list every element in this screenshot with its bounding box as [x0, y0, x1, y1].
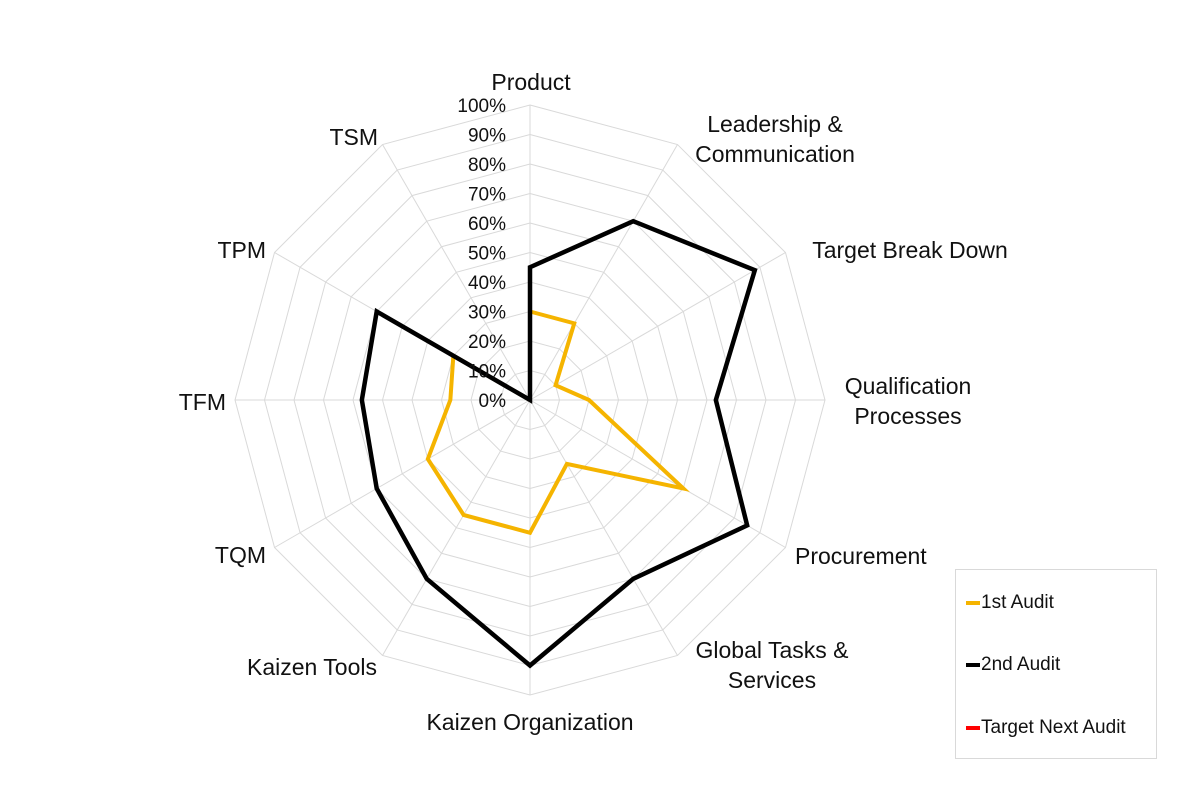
radial-tick-2: 20%: [468, 332, 506, 353]
legend-swatch-2nd-audit: [966, 663, 980, 667]
legend-label-1st-audit: 1st Audit: [981, 592, 1054, 613]
category-label-leadership-and-communication: Leadership & Communication: [695, 111, 855, 167]
grid-spoke-kaizen-tools: [382, 399, 531, 656]
series-line-1st-audit: [425, 308, 690, 536]
radial-tick-6: 60%: [468, 214, 506, 235]
grid-spoke-procurement: [529, 399, 786, 548]
grid-spoke-global-tasks-and-services: [529, 399, 678, 656]
legend-item-1st-audit: 1st Audit: [966, 591, 1054, 615]
legend-swatch-1st-audit: [966, 601, 980, 605]
radial-tick-8: 80%: [468, 155, 506, 176]
radar-grid: [234, 104, 826, 696]
legend-item-2nd-audit: 2nd Audit: [966, 653, 1060, 677]
grid-spoke-leadership-and-communication: [529, 144, 678, 401]
legend-label-2nd-audit: 2nd Audit: [981, 654, 1061, 675]
category-label-procurement: Procurement: [795, 543, 927, 569]
category-label-kaizen-organization: Kaizen Organization: [426, 709, 633, 735]
category-label-tsm: TSM: [329, 124, 378, 150]
category-label-tpm: TPM: [217, 237, 266, 263]
radial-tick-5: 50%: [468, 244, 506, 265]
radial-tick-4: 40%: [468, 273, 506, 294]
radial-tick-0: 0%: [479, 391, 507, 412]
legend-swatch-target-next-audit: [966, 726, 980, 730]
grid-spoke-tqm: [274, 399, 531, 548]
legend-item-target-next-audit: Target Next Audit: [966, 716, 1126, 740]
category-labels: Product Leadership & Communication Target B…: [179, 69, 1008, 735]
grid-spoke-tsm: [382, 144, 531, 401]
grid-spoke-target-break-down: [529, 252, 786, 401]
category-label-global-tasks-and-services: Global Tasks & Services: [696, 637, 849, 693]
category-label-tfm: TFM: [179, 389, 226, 415]
series-line-2nd-audit: [359, 218, 758, 669]
category-label-target-break-down: Target Break Down: [812, 237, 1008, 263]
radial-tick-7: 70%: [468, 185, 506, 206]
category-label-tqm: TQM: [215, 542, 266, 568]
radial-tick-10: 100%: [457, 96, 506, 117]
category-label-kaizen-tools: Kaizen Tools: [247, 654, 377, 680]
category-label-product: Product: [491, 69, 571, 95]
chart-legend: 1st Audit 2nd Audit Target Next Audit: [955, 569, 1157, 759]
radial-tick-1: 10%: [468, 362, 506, 383]
radial-tick-3: 30%: [468, 303, 506, 324]
legend-label-target-next-audit: Target Next Audit: [981, 717, 1126, 738]
radial-ticks: 0% 10% 20% 30% 40% 50% 60% 70% 80% 90% 100%: [457, 96, 506, 412]
category-label-qualification-processes: Qualification Processes: [845, 373, 972, 429]
series-group: [359, 218, 758, 669]
radial-tick-9: 90%: [468, 126, 506, 147]
